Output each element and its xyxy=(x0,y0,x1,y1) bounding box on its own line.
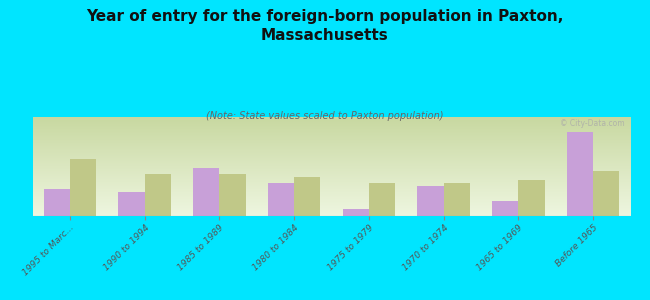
Bar xyxy=(70,159,96,216)
Bar xyxy=(44,189,70,216)
Bar xyxy=(443,183,470,216)
Bar xyxy=(118,192,144,216)
Bar xyxy=(417,186,443,216)
Bar xyxy=(369,183,395,216)
Bar xyxy=(193,168,219,216)
Bar xyxy=(268,183,294,216)
Bar xyxy=(294,177,320,216)
Bar xyxy=(144,174,171,216)
Bar xyxy=(219,174,246,216)
Text: Year of entry for the foreign-born population in Paxton,
Massachusetts: Year of entry for the foreign-born popul… xyxy=(86,9,564,43)
Bar xyxy=(519,180,545,216)
Bar xyxy=(567,132,593,216)
Bar xyxy=(343,208,369,216)
Text: © City-Data.com: © City-Data.com xyxy=(560,119,625,128)
Text: (Note: State values scaled to Paxton population): (Note: State values scaled to Paxton pop… xyxy=(206,111,444,121)
Bar xyxy=(492,201,519,216)
Bar xyxy=(593,171,619,216)
